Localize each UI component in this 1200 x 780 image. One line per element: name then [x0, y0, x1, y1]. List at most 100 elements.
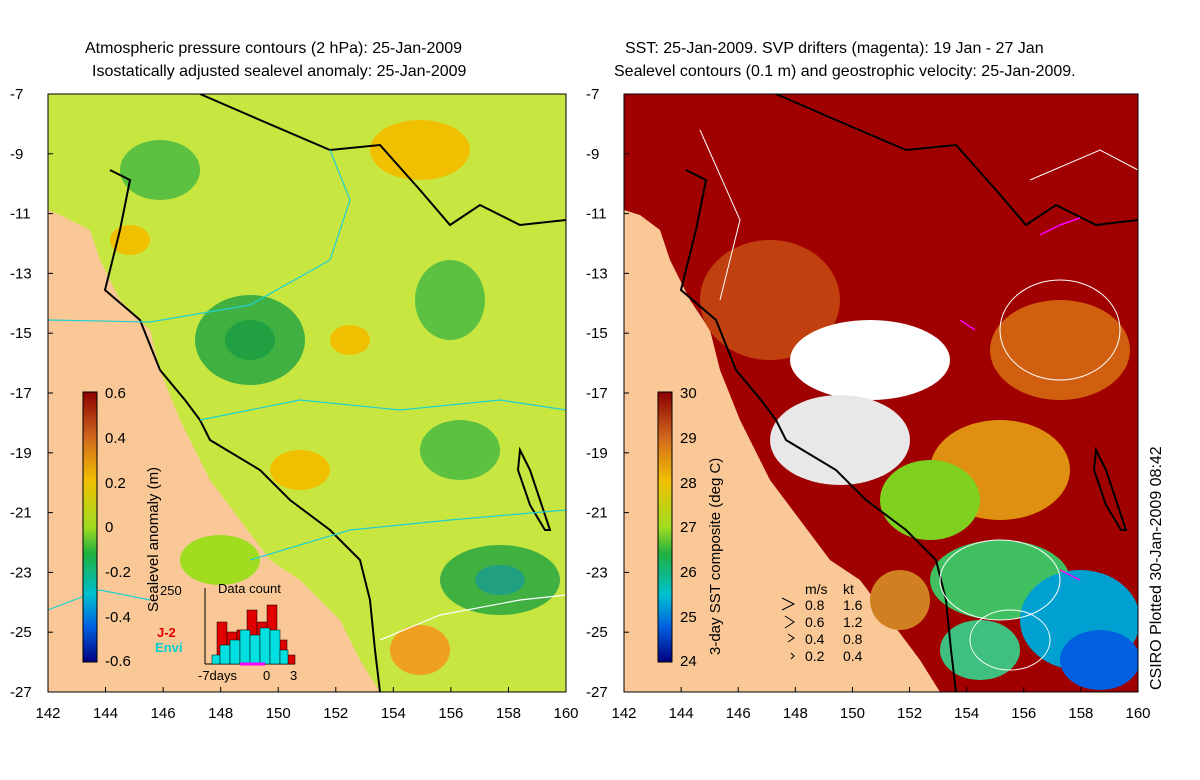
y-tick-label: -25	[10, 624, 32, 641]
right-cb-tick: 29	[680, 430, 697, 447]
speed-key-header-kt: kt	[843, 581, 854, 597]
x-tick-label: 152	[897, 705, 922, 722]
left-island-new-caledonia	[516, 446, 552, 531]
y-tick-label: -23	[10, 564, 32, 581]
x-tick-label: 144	[93, 705, 118, 722]
y-tick-label: -11	[10, 206, 31, 223]
y-tick-label: -17	[10, 385, 32, 402]
left-cb-tick: 0.6	[105, 385, 126, 402]
right-cb-tick: 30	[680, 385, 697, 402]
left-map	[48, 94, 566, 692]
left-coastline	[103, 169, 381, 692]
x-tick-label: 154	[954, 705, 979, 722]
inset-legend-envi: Envi	[155, 640, 182, 655]
x-tick-label: 160	[553, 705, 578, 722]
left-title-line1: Atmospheric pressure contours (2 hPa): 2…	[85, 40, 463, 57]
inset-xtick: 0	[263, 668, 270, 683]
x-tick-label: 152	[323, 705, 348, 722]
x-tick-label: 154	[381, 705, 406, 722]
speed-key-kt: 1.2	[843, 614, 863, 630]
left-cb-tick: 0	[105, 519, 113, 536]
y-tick-label: -11	[586, 206, 607, 223]
left-colorbar-label: Sealevel anomaly (m)	[145, 467, 162, 612]
right-cb-tick: 24	[680, 653, 697, 670]
x-tick-label: 144	[669, 705, 694, 722]
x-tick-label: 156	[1011, 705, 1036, 722]
left-cb-tick: -0.4	[105, 609, 131, 626]
right-cb-tick: 28	[680, 475, 697, 492]
left-pressure-contours	[48, 149, 566, 611]
left-anomaly-blobs	[110, 120, 560, 675]
right-colorbar-label: 3-day SST composite (deg C)	[707, 458, 724, 655]
x-tick-label: 142	[35, 705, 60, 722]
x-tick-label: 148	[208, 705, 233, 722]
left-colorbar-ramp	[82, 391, 98, 663]
speed-key-ms: 0.2	[805, 648, 825, 664]
y-tick-label: -9	[586, 146, 599, 163]
x-tick-label: 156	[438, 705, 463, 722]
right-cb-tick: 26	[680, 564, 697, 581]
y-tick-label: -13	[586, 265, 608, 282]
right-colorbar: 30 29 28 27 26 25 24 3-day SST composite…	[657, 385, 724, 670]
left-cb-tick: 0.4	[105, 430, 126, 447]
inset-title: Data count	[218, 581, 281, 596]
right-island-new-caledonia	[1092, 446, 1128, 531]
y-tick-label: -27	[10, 684, 32, 701]
x-tick-label: 146	[726, 705, 751, 722]
right-sealevel-contours	[699, 129, 1138, 671]
y-tick-label: -15	[10, 325, 32, 342]
right-colorbar-ramp	[657, 391, 673, 663]
y-tick-label: -19	[586, 445, 608, 462]
left-ocean-anomaly-field	[48, 94, 566, 692]
left-title-line2: Isostatically adjusted sealevel anomaly:…	[92, 63, 467, 80]
y-tick-label: -25	[586, 624, 608, 641]
right-png-coast	[775, 94, 1138, 227]
x-tick-label: 150	[840, 705, 865, 722]
inset-xtick: 3	[290, 668, 297, 683]
speed-key-arrows	[781, 597, 796, 660]
inset-xtick: -7days	[198, 668, 238, 683]
left-white-contour	[379, 594, 566, 641]
y-tick-label: -15	[586, 325, 608, 342]
x-tick-label: 158	[496, 705, 521, 722]
speed-key-ms: 0.4	[805, 631, 825, 647]
inset-ymax-label: 250	[160, 583, 182, 598]
y-tick-label: -9	[10, 146, 23, 163]
y-tick-label: -23	[586, 564, 608, 581]
x-tick-label: 158	[1068, 705, 1093, 722]
plot-credit: CSIRO Plotted 30-Jan-2009 08:42	[1148, 446, 1165, 690]
y-tick-label: -7	[10, 86, 23, 103]
left-cb-tick: -0.6	[105, 653, 131, 670]
speed-key-kt: 0.8	[843, 631, 863, 647]
left-colorbar: 0.6 0.4 0.2 0 -0.2 -0.4 -0.6 Sealevel an…	[82, 385, 162, 670]
right-cb-tick: 27	[680, 519, 697, 536]
y-tick-label: -7	[586, 86, 599, 103]
left-cb-tick: 0.2	[105, 475, 126, 492]
right-sst-patches	[700, 240, 1138, 690]
right-coastline	[679, 169, 957, 692]
speed-key-ms: 0.6	[805, 614, 825, 630]
speed-key-kt: 1.6	[843, 597, 863, 613]
right-drifter-tracks	[959, 217, 1081, 581]
right-map	[624, 94, 1138, 692]
left-png-coast	[199, 94, 566, 227]
y-tick-label: -19	[10, 445, 32, 462]
x-tick-label: 148	[783, 705, 808, 722]
x-tick-label: 142	[611, 705, 636, 722]
left-cb-tick: -0.2	[105, 564, 131, 581]
velocity-speed-key: m/s kt 0.8 1.6 0.6 1.2 0.4 0.8 0.2 0.4	[781, 581, 863, 664]
speed-key-ms: 0.8	[805, 597, 825, 613]
speed-key-header-ms: m/s	[805, 581, 828, 597]
x-tick-label: 146	[151, 705, 176, 722]
y-tick-label: -13	[10, 265, 32, 282]
right-title-line2: Sealevel contours (0.1 m) and geostrophi…	[614, 63, 1076, 80]
inset-legend-j2: J-2	[157, 625, 176, 640]
y-tick-label: -27	[586, 684, 608, 701]
right-cb-tick: 25	[680, 609, 697, 626]
inset-bars-envi	[211, 627, 289, 665]
right-title-line1: SST: 25-Jan-2009. SVP drifters (magenta)…	[625, 40, 1044, 57]
y-tick-label: -21	[586, 505, 608, 522]
